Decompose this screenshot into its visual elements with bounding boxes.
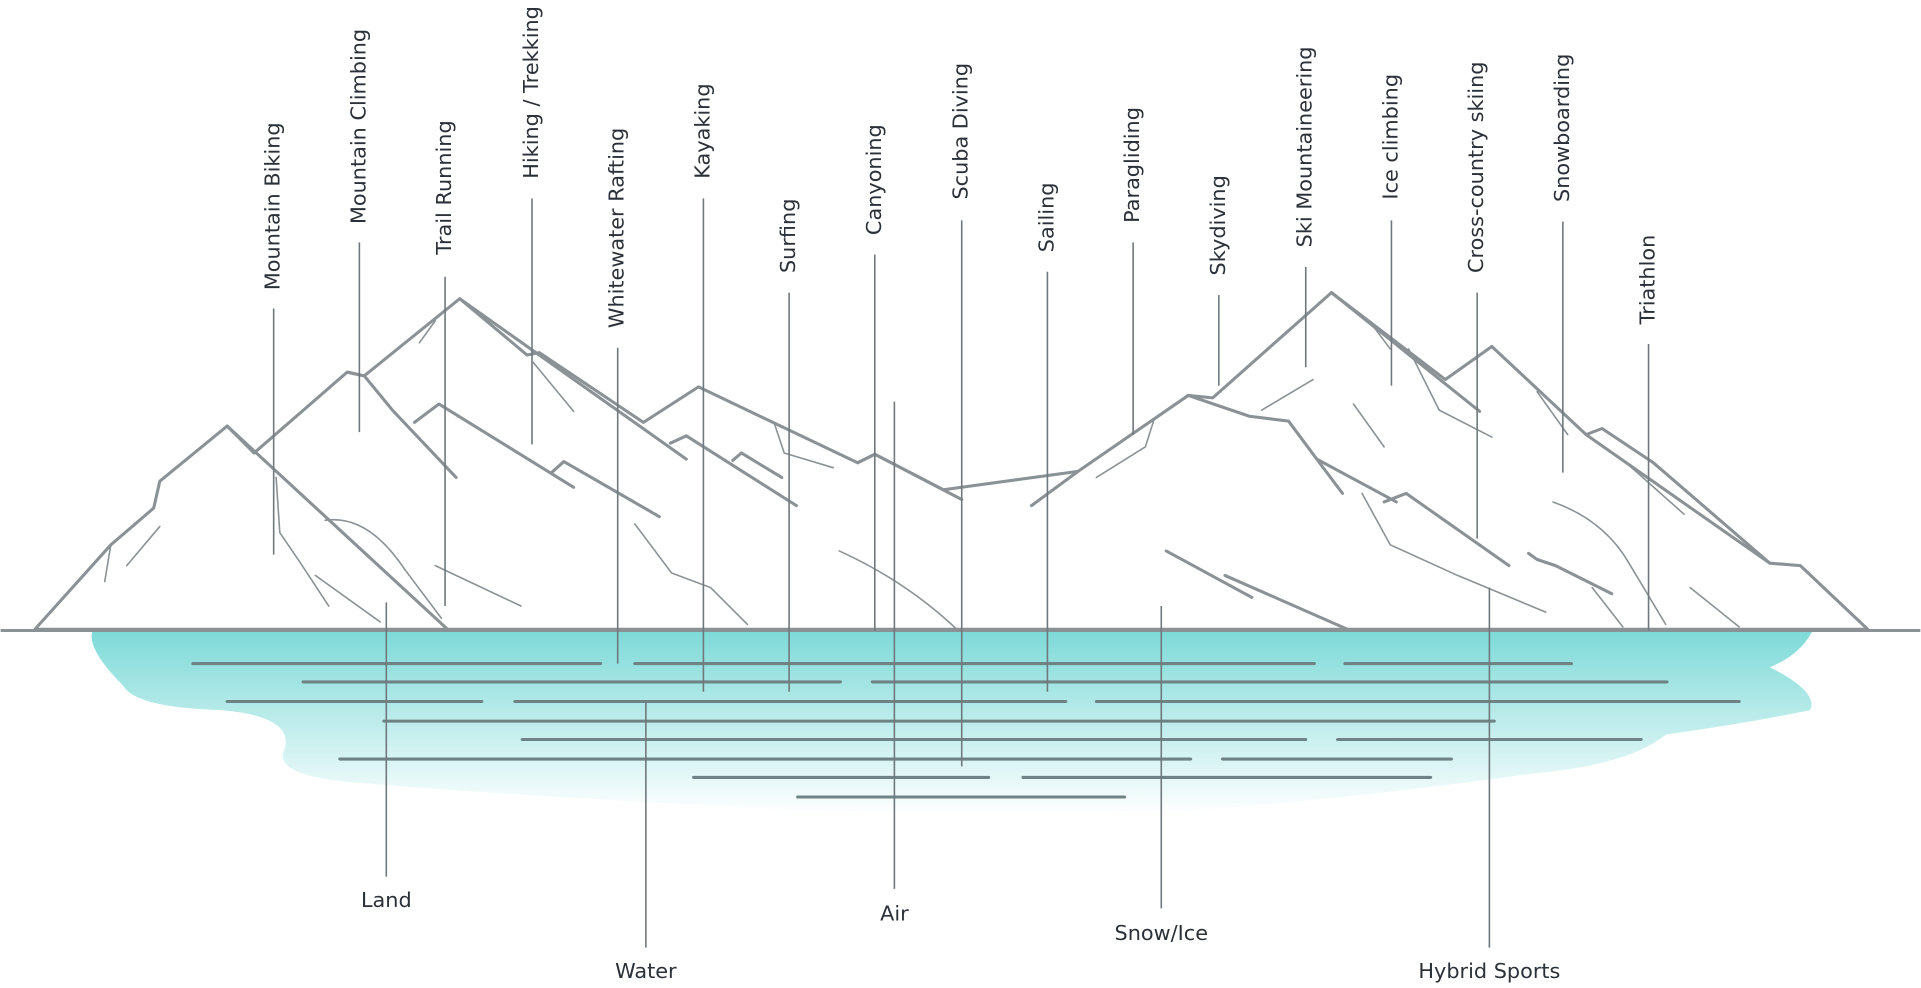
activity-label: Snowboarding — [1550, 54, 1574, 202]
activity-label: Mountain Biking — [261, 122, 285, 290]
category-label: Hybrid Sports — [1418, 959, 1560, 983]
category-label: Land — [361, 888, 412, 912]
activity-label: Kayaking — [690, 83, 714, 178]
category-label: Water — [615, 959, 677, 983]
category-label: Snow/Ice — [1115, 921, 1209, 945]
category-label: Air — [880, 902, 909, 926]
labels: Mountain Biking Mountain Climbing Trail Ru… — [261, 6, 1660, 983]
water — [91, 630, 1813, 816]
activity-label: Canyoning — [862, 124, 886, 235]
activity-label: Ski Mountaineering — [1293, 46, 1317, 247]
activity-label: Sailing — [1034, 183, 1058, 253]
water-lines — [191, 662, 1741, 799]
activity-label: Scuba Diving — [949, 63, 973, 200]
activity-label: Hiking / Trekking — [519, 6, 543, 179]
activity-label: Mountain Climbing — [346, 29, 370, 224]
activity-label: Surfing — [776, 199, 800, 273]
activity-label: Skydiving — [1206, 175, 1230, 275]
activity-label: Paragliding — [1120, 107, 1144, 223]
mountains — [33, 291, 1870, 631]
activity-label: Whitewater Rafting — [605, 128, 629, 328]
ridges — [0, 291, 1921, 633]
activity-label: Ice climbing — [1378, 74, 1402, 200]
activity-label: Cross-country skiing — [1464, 62, 1488, 273]
activity-label: Triathlon — [1636, 235, 1660, 326]
activity-label: Trail Running — [432, 120, 456, 255]
